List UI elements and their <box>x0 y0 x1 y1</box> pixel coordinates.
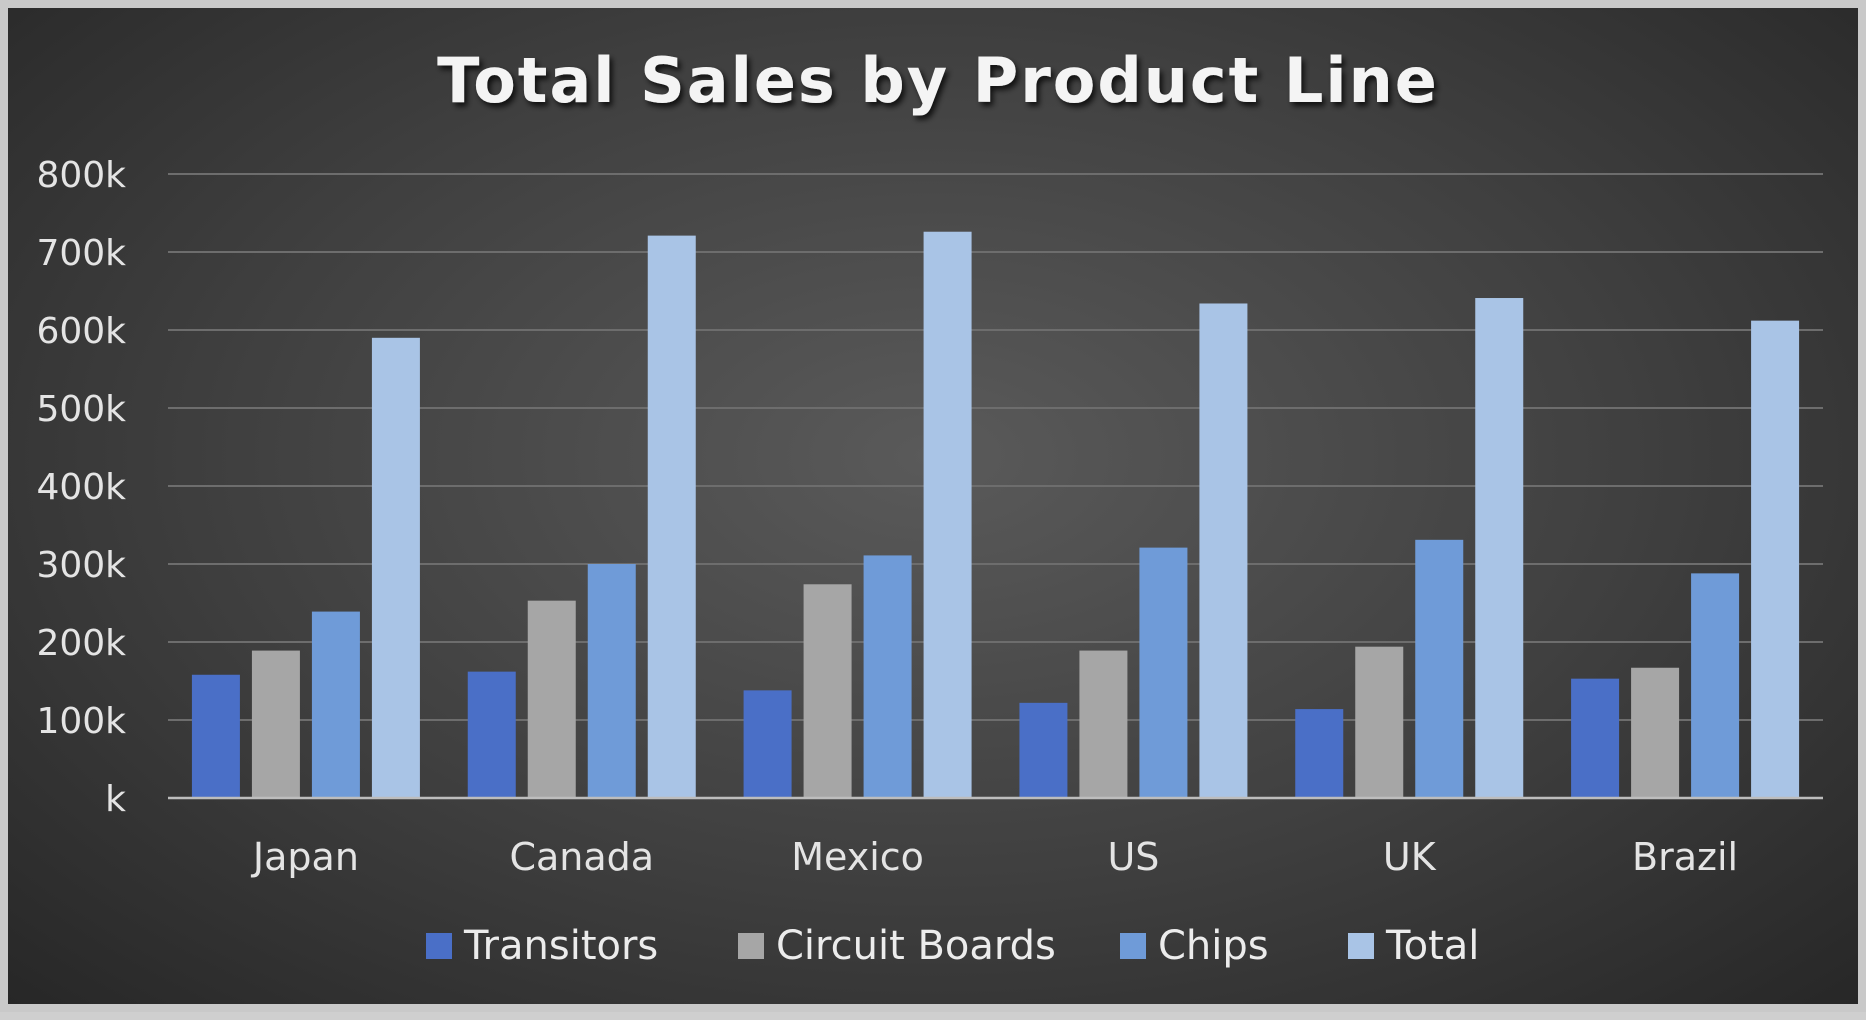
bar-total-us <box>1199 303 1248 798</box>
legend: Transitors Circuit Boards Chips Total <box>426 923 1479 969</box>
legend-label: Total <box>1385 923 1479 969</box>
legend-swatch <box>426 933 452 959</box>
bar-chips-uk <box>1415 539 1464 798</box>
x-category-label: Brazil <box>1632 835 1738 879</box>
bar-chips-japan <box>311 611 360 798</box>
bar-circuit-boards-brazil <box>1631 667 1680 798</box>
y-tick-label: 100k <box>36 701 126 742</box>
y-tick-label: 200k <box>36 623 126 664</box>
y-tick-label: 600k <box>36 311 126 352</box>
bar-chips-mexico <box>863 555 912 798</box>
bar-transitors-japan <box>191 674 240 798</box>
x-category-label: Mexico <box>791 835 924 879</box>
bar-chips-canada <box>587 564 636 798</box>
x-axis-categories: Japan Canada Mexico US UK Brazil <box>251 835 1738 879</box>
bar-total-uk <box>1475 298 1524 798</box>
bar-circuit-boards-us <box>1079 650 1128 798</box>
bar-chips-brazil <box>1691 573 1740 798</box>
chart-canvas: k 100k 200k 300k 400k 500k 600k 700k 800k Japan C… <box>36 44 1823 969</box>
bar-total-canada <box>647 235 696 798</box>
y-tick-label: 500k <box>36 389 126 430</box>
legend-label: Transitors <box>463 923 658 969</box>
bar-circuit-boards-uk <box>1355 646 1404 798</box>
legend-label: Chips <box>1158 923 1269 969</box>
bar-transitors-canada <box>467 671 516 798</box>
legend-label: Circuit Boards <box>776 923 1056 969</box>
bar-circuit-boards-japan <box>251 650 300 798</box>
bar-circuit-boards-mexico <box>803 584 852 798</box>
bar-total-brazil <box>1751 320 1800 798</box>
x-category-label: US <box>1107 835 1159 879</box>
bar-circuit-boards-canada <box>527 600 576 798</box>
y-tick-label: k <box>105 779 126 820</box>
y-tick-label: 400k <box>36 467 126 508</box>
y-axis-ticks: k 100k 200k 300k 400k 500k 600k 700k 800k <box>36 155 126 820</box>
bars <box>191 231 1800 799</box>
bar-transitors-brazil <box>1571 678 1620 798</box>
x-category-label: Canada <box>509 835 654 879</box>
x-category-label: Japan <box>251 835 359 879</box>
chart-title: Total Sales by Product Line <box>437 44 1439 117</box>
bar-transitors-uk <box>1295 709 1344 798</box>
x-category-label: UK <box>1383 835 1437 879</box>
legend-swatch <box>1120 933 1146 959</box>
bar-transitors-us <box>1019 702 1068 798</box>
legend-swatch <box>738 933 764 959</box>
bar-chips-us <box>1139 547 1188 798</box>
bar-total-japan <box>371 337 420 798</box>
gridlines <box>168 173 1823 721</box>
y-tick-label: 700k <box>36 233 126 274</box>
y-tick-label: 800k <box>36 155 126 196</box>
legend-swatch <box>1348 933 1374 959</box>
y-tick-label: 300k <box>36 545 126 586</box>
bar-total-mexico <box>923 231 972 799</box>
bar-transitors-mexico <box>743 690 792 798</box>
